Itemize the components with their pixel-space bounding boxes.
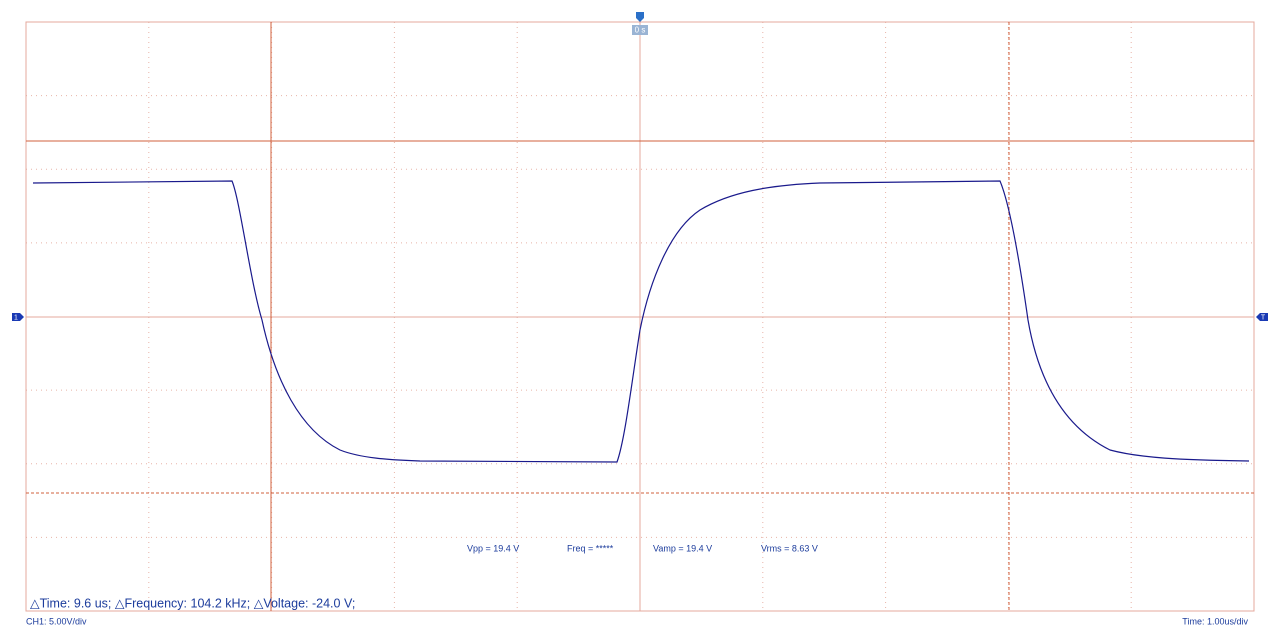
time-scale: Time: 1.00us/div — [1182, 616, 1248, 626]
cursor-readout: △Time: 9.6 us; △Frequency: 104.2 kHz; △V… — [30, 596, 355, 610]
trigger-level-marker[interactable] — [1256, 313, 1268, 321]
measurement-vamp: Vamp = 19.4 V — [653, 543, 712, 553]
measurement-vrms: Vrms = 8.63 V — [761, 543, 818, 553]
measurement-vpp: Vpp = 19.4 V — [467, 543, 519, 553]
channel-marker[interactable] — [12, 313, 24, 321]
channel-scale: CH1: 5.00V/div — [26, 616, 87, 626]
grid — [26, 22, 1254, 611]
trigger-time-box — [632, 25, 648, 35]
measurement-freq: Freq = ***** — [567, 543, 614, 553]
trigger-time-label: 0 s — [635, 26, 646, 35]
trigger-position-marker[interactable] — [636, 12, 644, 22]
trigger-level-label: T — [1261, 314, 1266, 321]
channel-marker-label: 1 — [14, 314, 18, 321]
waveform — [32, 180, 1250, 463]
